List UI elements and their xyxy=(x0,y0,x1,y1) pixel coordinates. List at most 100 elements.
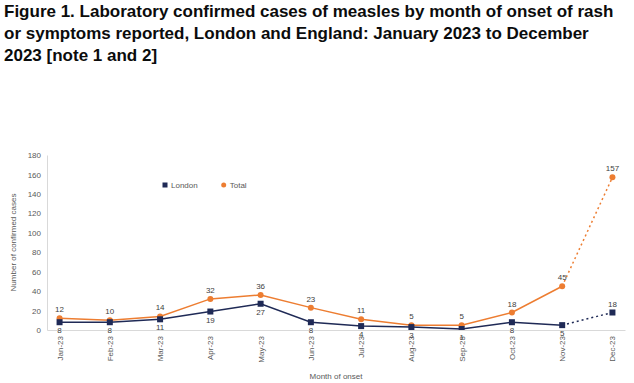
x-tick: May-23 xyxy=(257,330,266,363)
point xyxy=(308,319,314,325)
data-label: 5 xyxy=(560,329,565,338)
x-tick-label: Dec-23 xyxy=(608,335,617,361)
x-tick: Apr-23 xyxy=(206,330,215,360)
point xyxy=(459,326,465,330)
y-tick: 180 xyxy=(28,151,47,160)
title: Figure 1. Laboratory confirmed cases of … xyxy=(4,2,613,65)
y-axis: 0 20 40 60 80 100 120 140 160 180 xyxy=(28,151,48,335)
y-tick: 80 xyxy=(32,248,47,257)
legend-label: Total xyxy=(230,181,247,190)
y-tick-label: 140 xyxy=(28,190,42,199)
point xyxy=(207,296,213,302)
point xyxy=(207,309,213,315)
legend-swatch xyxy=(163,183,168,188)
x-tick-label: Feb-23 xyxy=(106,335,115,361)
point xyxy=(408,324,414,330)
legend-item: Total xyxy=(221,181,247,190)
chart: Figure 1. Laboratory confirmed cases of … xyxy=(0,0,634,383)
data-label: 36 xyxy=(256,282,265,291)
series-line xyxy=(60,304,613,329)
point xyxy=(509,319,515,325)
x-tick: Jul-23 xyxy=(357,330,366,358)
point xyxy=(559,283,565,289)
legend-swatch xyxy=(221,183,226,188)
data-label: 5 xyxy=(409,312,414,321)
data-label: 19 xyxy=(206,316,215,325)
data-label: 8 xyxy=(57,326,62,335)
x-axis-line xyxy=(48,330,626,331)
y-tick-label: 120 xyxy=(28,209,42,218)
data-label: 11 xyxy=(156,323,165,332)
y-tick: 140 xyxy=(28,190,47,199)
y-tick-label: 100 xyxy=(28,229,42,238)
legend: London Total xyxy=(163,181,247,190)
legend-item: London xyxy=(163,181,198,190)
x-tick: Mar-23 xyxy=(156,330,165,361)
x-tick: Sep-23 xyxy=(458,330,467,362)
y-tick-label: 40 xyxy=(32,287,41,296)
y-tick: 100 xyxy=(28,229,47,238)
point xyxy=(157,316,163,322)
point xyxy=(107,319,113,325)
data-label: 14 xyxy=(156,303,165,312)
x-tick-label: Nov-23 xyxy=(558,335,567,361)
x-tick: Aug-23 xyxy=(407,330,416,362)
point xyxy=(509,310,515,316)
y-tick: 160 xyxy=(28,171,47,180)
data-label: 8 xyxy=(309,326,314,335)
point xyxy=(609,310,615,316)
x-tick-label: Jun-23 xyxy=(307,335,316,360)
data-label: 1 xyxy=(459,333,464,342)
y-tick-label: 160 xyxy=(28,171,42,180)
series-line xyxy=(60,177,613,325)
data-label: 45 xyxy=(558,273,567,282)
data-label: 4 xyxy=(359,330,364,339)
data-label: 32 xyxy=(206,286,215,295)
y-tick-label: 0 xyxy=(37,326,42,335)
data-label: 8 xyxy=(510,326,515,335)
point xyxy=(358,323,364,329)
y-axis-title: Number of confirmed cases xyxy=(9,194,18,292)
y-tick: 60 xyxy=(32,268,47,277)
plot: 0 20 40 60 80 100 120 140 160 180 Jan-23 Feb-23 Mar-… xyxy=(28,151,626,363)
data-label: 18 xyxy=(608,300,617,309)
point xyxy=(559,322,565,328)
data-label: 18 xyxy=(507,300,516,309)
data-label: 157 xyxy=(606,164,620,173)
point xyxy=(258,301,264,307)
x-tick-label: May-23 xyxy=(257,335,266,362)
x-tick-label: Mar-23 xyxy=(156,335,165,361)
y-tick: 20 xyxy=(32,307,47,316)
data-label: 8 xyxy=(108,326,113,335)
data-labels: 121014323623115518451578811192784318518 xyxy=(55,164,620,342)
x-tick-label: Jan-23 xyxy=(56,335,65,360)
x-axis-title: Month of onset xyxy=(310,372,364,381)
point xyxy=(358,316,364,322)
point xyxy=(308,305,314,311)
x-tick-label: Oct-23 xyxy=(508,335,517,360)
y-tick: 40 xyxy=(32,287,47,296)
data-label: 3 xyxy=(409,331,414,340)
x-tick: Nov-23 xyxy=(558,330,567,362)
y-tick-label: 60 xyxy=(32,268,41,277)
y-tick: 120 xyxy=(28,209,47,218)
legend-label: London xyxy=(171,181,198,190)
data-label: 23 xyxy=(306,295,315,304)
x-tick: Dec-23 xyxy=(608,330,617,362)
y-tick: 0 xyxy=(37,326,47,335)
point xyxy=(57,319,63,325)
y-tick-label: 180 xyxy=(28,151,42,160)
x-tick-label: Apr-23 xyxy=(206,335,215,360)
x-axis: Jan-23 Feb-23 Mar-23 Apr-23 May-23 Jun-23 Jul-… xyxy=(48,330,626,363)
marks xyxy=(57,174,616,330)
point xyxy=(258,292,264,298)
point xyxy=(609,174,615,180)
data-label: 10 xyxy=(105,307,114,316)
data-label: 12 xyxy=(55,305,64,314)
data-label: 27 xyxy=(256,308,265,317)
y-tick-label: 80 xyxy=(32,248,41,257)
data-label: 5 xyxy=(459,312,464,321)
y-axis-line xyxy=(47,156,48,331)
data-label: 11 xyxy=(357,306,366,315)
y-tick-label: 20 xyxy=(32,307,41,316)
